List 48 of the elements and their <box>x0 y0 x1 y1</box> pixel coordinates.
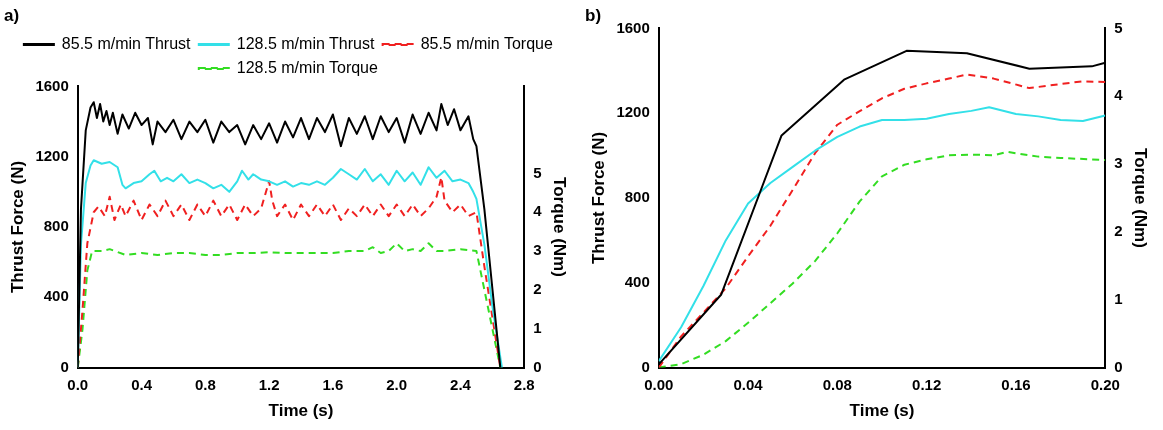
chart-title: b) <box>585 5 602 25</box>
y2-tick-label: 4 <box>533 202 543 220</box>
y2-tick-label: 1 <box>1114 289 1123 307</box>
y-axis-title: Thrust Force (N) <box>588 131 608 265</box>
x-tick-label: 0.0 <box>67 375 89 393</box>
y2-axis-title: Torque (Nm) <box>550 177 570 277</box>
x-tick-label: 1.2 <box>258 375 280 393</box>
x-tick-label: 0.16 <box>1001 375 1031 393</box>
y2-tick-label: 5 <box>533 163 542 181</box>
x-tick-label: 0.12 <box>912 375 942 393</box>
x-tick-label: 0.4 <box>131 375 153 393</box>
y2-tick-label: 4 <box>1114 86 1124 104</box>
y2-tick-label: 5 <box>1114 18 1123 36</box>
y-axis-title: Thrust Force (N) <box>7 160 27 294</box>
y-tick-label: 1600 <box>616 18 650 36</box>
y-tick-label: 800 <box>624 188 650 206</box>
y-tick-label: 0 <box>641 357 650 375</box>
x-tick-label: 0.20 <box>1090 375 1120 393</box>
x-tick-label: 2.8 <box>513 375 535 393</box>
y2-axis-title: Torque (Nm) <box>1131 148 1151 248</box>
y-tick-label: 1200 <box>35 146 69 164</box>
legend-label: 128.5 m/min Torque <box>236 58 379 76</box>
y-tick-label: 400 <box>624 272 650 290</box>
x-tick-label: 0.8 <box>194 375 216 393</box>
y-tick-label: 0 <box>60 357 69 375</box>
x-tick-label: 2.4 <box>450 375 472 393</box>
y2-tick-label: 2 <box>533 280 542 298</box>
y-tick-label: 1200 <box>616 103 650 121</box>
legend-label: 85.5 m/min Torque <box>420 34 553 52</box>
y2-tick-label: 3 <box>1114 154 1123 172</box>
y2-tick-label: 0 <box>1114 357 1123 375</box>
x-tick-label: 1.6 <box>322 375 344 393</box>
x-axis-title: Time (s) <box>268 401 334 421</box>
y2-tick-label: 3 <box>533 241 542 259</box>
x-tick-label: 0.08 <box>822 375 852 393</box>
y-tick-label: 1600 <box>35 76 69 94</box>
chart-title: a) <box>4 5 20 25</box>
legend-label: 128.5 m/min Thrust <box>236 34 375 52</box>
legend-label: 85.5 m/min Thrust <box>61 34 192 52</box>
y-tick-label: 800 <box>43 217 69 235</box>
x-axis-title: Time (s) <box>849 401 915 421</box>
x-tick-label: 0.00 <box>644 375 674 393</box>
y-tick-label: 400 <box>43 287 69 305</box>
x-tick-label: 0.04 <box>733 375 764 393</box>
y2-tick-label: 2 <box>1114 222 1123 240</box>
y2-tick-label: 1 <box>533 318 542 336</box>
x-tick-label: 2.0 <box>386 375 408 393</box>
y2-tick-label: 0 <box>533 357 542 375</box>
